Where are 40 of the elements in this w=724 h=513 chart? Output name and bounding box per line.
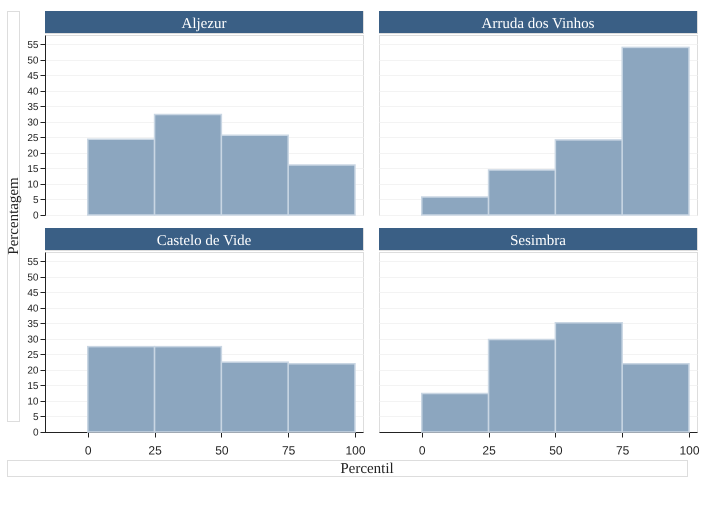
y-tick-label: 25 bbox=[27, 132, 39, 144]
y-tick-label: 35 bbox=[27, 318, 39, 330]
x-tick-label: 100 bbox=[679, 444, 700, 458]
y-tick-label: 30 bbox=[27, 117, 39, 128]
y-tick-label: 0 bbox=[32, 210, 39, 222]
x-axis-title: Percentil bbox=[340, 461, 394, 477]
x-tick-label: 0 bbox=[418, 444, 426, 458]
y-tick-label: 25 bbox=[27, 350, 39, 361]
chart-title: Arruda dos Vinhos bbox=[482, 16, 595, 32]
x-tick-label: 25 bbox=[148, 444, 162, 458]
y-tick-label: 30 bbox=[27, 334, 39, 346]
chart-title: Castelo de Vide bbox=[156, 233, 252, 249]
y-tick-label: 0 bbox=[32, 428, 39, 438]
y-tick-label: 45 bbox=[27, 288, 39, 299]
chart-title: Sesimbra bbox=[510, 233, 566, 249]
x-tick-label: 100 bbox=[345, 444, 366, 458]
x-tick-label: 50 bbox=[215, 444, 229, 458]
y-tick-label: 5 bbox=[32, 412, 39, 423]
x-tick-label: 0 bbox=[84, 444, 92, 458]
x-tick-label: 75 bbox=[282, 444, 296, 458]
y-tick-label: 40 bbox=[27, 303, 39, 314]
y-tick-label: 55 bbox=[27, 256, 39, 268]
x-tick-label: 50 bbox=[549, 444, 563, 458]
y-tick-label: 50 bbox=[27, 272, 39, 284]
x-tick-label: 25 bbox=[482, 444, 496, 458]
y-tick-label: 20 bbox=[27, 148, 39, 160]
y-tick-label: 20 bbox=[27, 365, 39, 376]
y-tick-label: 5 bbox=[32, 194, 39, 206]
y-tick-label: 35 bbox=[27, 102, 39, 113]
chart-title: Aljezur bbox=[182, 16, 226, 32]
y-tick-label: 15 bbox=[27, 380, 39, 392]
y-tick-label: 50 bbox=[27, 55, 39, 66]
x-tick-label: 75 bbox=[616, 444, 630, 458]
y-tick-label: 55 bbox=[27, 40, 39, 51]
y-tick-label: 40 bbox=[27, 86, 39, 98]
y-tick-label: 10 bbox=[27, 179, 39, 190]
y-tick-label: 15 bbox=[27, 164, 39, 175]
y-tick-label: 10 bbox=[27, 396, 39, 408]
y-tick-label: 45 bbox=[27, 70, 39, 82]
y-axis-title: Percentagem bbox=[6, 176, 22, 255]
